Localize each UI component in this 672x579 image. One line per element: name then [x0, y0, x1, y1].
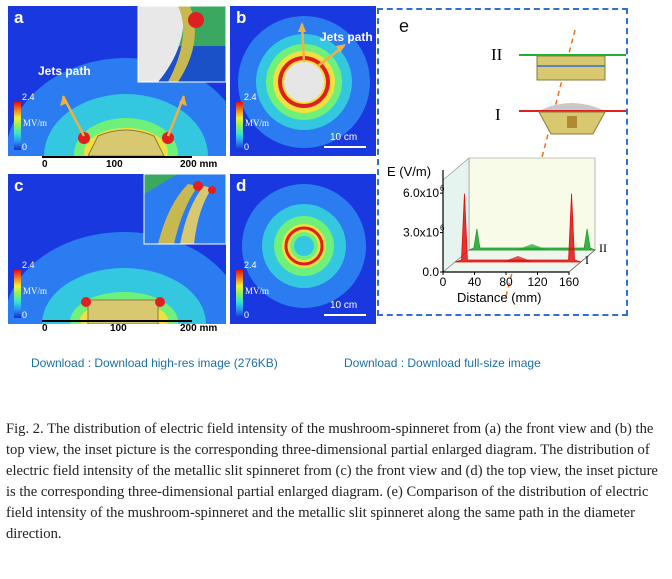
series-label-I: I	[585, 253, 589, 267]
marker-II: II	[491, 45, 503, 64]
download-links: Download : Download high-res image (276K…	[0, 356, 672, 372]
y-tick-label: 0.0	[422, 265, 439, 279]
y-axis-label: E (V/m)	[387, 164, 431, 179]
panel-b-label: b	[236, 8, 247, 27]
series-II	[468, 228, 596, 251]
panel-c: c 2.4 MV/m 0	[8, 174, 226, 324]
panel-d-label: d	[236, 176, 247, 195]
figure-caption: Fig. 2. The distribution of electric fie…	[6, 421, 658, 542]
scale-bar	[324, 146, 366, 148]
marker-I: I	[495, 105, 501, 124]
jets-path-label: Jets path	[38, 64, 91, 78]
series-mid-I	[502, 256, 534, 262]
scale-bar-d	[324, 314, 366, 316]
panel-e-label: e	[399, 16, 409, 36]
y-tick-label: 3.0x10	[403, 226, 439, 240]
series-label-II: II	[599, 241, 607, 255]
colorbar-max: 2.4	[22, 92, 35, 102]
figure: a Jets path 2.4 MV/m 0 0 100 200 mm b Je…	[8, 6, 632, 334]
download-full-size-link[interactable]: Download : Download full-size image	[344, 356, 541, 370]
colorbar-b	[236, 102, 243, 150]
panel-c-label: c	[14, 176, 24, 195]
panel-a-axis: 0 100 200 mm	[42, 156, 226, 170]
series-mid-II	[516, 244, 548, 250]
jets-path-label-b: Jets path	[320, 30, 373, 44]
colorbar	[14, 102, 21, 150]
colorbar-d	[236, 270, 243, 318]
x-tick-label: 120	[527, 275, 547, 289]
colorbar-unit: MV/m	[23, 118, 48, 128]
scale-label: 10 cm	[330, 132, 358, 143]
x-tick-label: 40	[468, 275, 482, 289]
x-tick-label: 160	[559, 275, 579, 289]
panel-d: d 2.4 MV/m 0 10 cm	[230, 174, 376, 324]
series-I	[454, 193, 582, 263]
panel-c-field-map	[8, 174, 226, 324]
panel-b-field-map	[230, 6, 376, 156]
panel-a: a Jets path 2.4 MV/m 0	[8, 6, 226, 156]
mushroom-cap	[541, 103, 603, 110]
x-tick-label: 80	[499, 275, 513, 289]
colorbar-c	[14, 270, 21, 318]
colorbar-min: 0	[22, 142, 28, 152]
x-axis-label: Distance (mm)	[457, 290, 542, 305]
slit-spinneret-shape	[536, 55, 606, 81]
panel-b: b Jets path 2.4 MV/m 0 10 cm	[230, 6, 376, 156]
y-tick-exponent: 6	[440, 224, 445, 233]
download-high-res-link[interactable]: Download : Download high-res image (276K…	[31, 356, 278, 370]
panel-c-axis: 0 100 200 mm	[42, 320, 226, 334]
y-tick-exponent: 6	[440, 184, 445, 193]
panel-a-field-map	[8, 6, 226, 156]
y-tick-label: 6.0x10	[403, 186, 439, 200]
plot-back-wall	[468, 157, 596, 251]
panel-e: e II I II I 0.0 3.0x10 6 6.0x10 6 0 40 80 120 160 E …	[377, 8, 629, 316]
panel-a-label: a	[14, 8, 24, 27]
x-tick-label: 0	[440, 275, 447, 289]
panel-d-field-map	[230, 174, 376, 324]
